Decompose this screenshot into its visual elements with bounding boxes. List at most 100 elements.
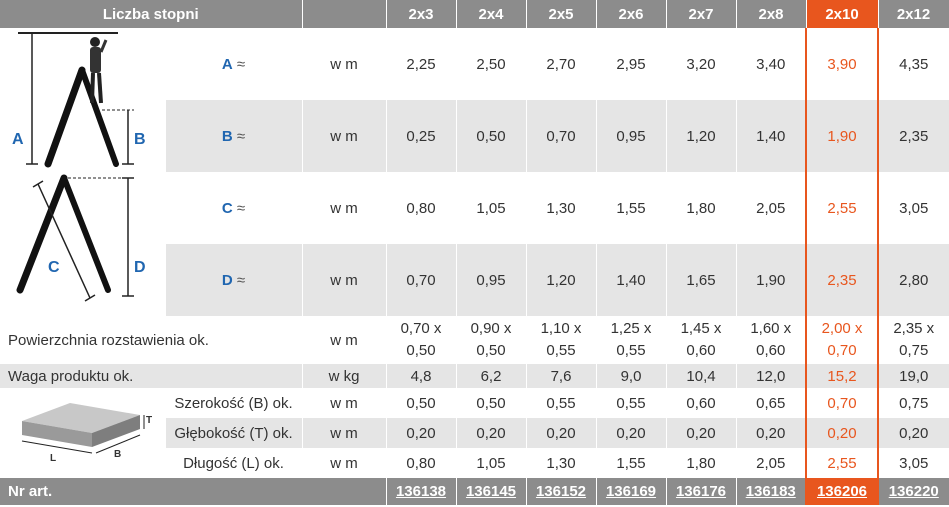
size-header: 2x6: [596, 0, 667, 28]
label-l: L: [50, 453, 56, 464]
article-link[interactable]: 136169: [605, 483, 657, 500]
value-cell: 9,0: [596, 364, 667, 388]
value-cell: 2,70: [526, 28, 597, 100]
area-cell: 0,70 x 0,50: [386, 316, 457, 364]
article-link[interactable]: 136206: [816, 483, 868, 500]
value-cell: 0,20: [596, 418, 667, 448]
package-label: Szerokość (B) ok.: [165, 388, 303, 418]
value-cell: 4,8: [386, 364, 457, 388]
value-cell: 2,35: [878, 100, 949, 172]
value-cell-highlighted: 2,35: [805, 244, 879, 316]
value-cell: 12,0: [736, 364, 807, 388]
unit-cell: w m: [302, 388, 387, 418]
unit-cell: w m: [302, 244, 387, 316]
value-cell: 0,20: [456, 418, 527, 448]
article-link[interactable]: 136145: [465, 483, 517, 500]
value-cell: 3,05: [878, 448, 949, 478]
value-cell: 3,20: [666, 28, 737, 100]
area-cell: 1,45 x 0,60: [666, 316, 737, 364]
package-depth-row: Głębokość (T) ok. w m 0,20 0,20 0,20 0,2…: [0, 418, 949, 448]
article-link[interactable]: 136176: [675, 483, 727, 500]
value-cell: 6,2: [456, 364, 527, 388]
package-length-row: Długość (L) ok. w m 0,80 1,05 1,30 1,55 …: [0, 448, 949, 478]
size-header: 2x7: [666, 0, 737, 28]
article-label: Nr art.: [0, 478, 387, 505]
steps-header: Liczba stopni: [0, 0, 303, 28]
ladder-diagram: A B C D: [0, 28, 166, 316]
article-cell: 136176: [666, 478, 737, 505]
value-cell: 0,55: [596, 388, 667, 418]
article-cell: 136220: [878, 478, 949, 505]
package-label: Głębokość (T) ok.: [165, 418, 303, 448]
value-cell: 4,35: [878, 28, 949, 100]
value-cell: 1,90: [736, 244, 807, 316]
value-cell: 2,05: [736, 448, 807, 478]
area-cell-highlighted: 2,00 x 0,70: [805, 316, 879, 364]
value-cell: 19,0: [878, 364, 949, 388]
article-cell: 136183: [736, 478, 807, 505]
value-cell: 0,20: [736, 418, 807, 448]
value-cell-highlighted: 0,70: [805, 388, 879, 418]
label-a: A: [12, 131, 24, 148]
label-b: B: [134, 131, 146, 148]
size-header: 2x12: [878, 0, 949, 28]
package-label: Długość (L) ok.: [165, 448, 303, 478]
value-cell: 1,40: [736, 100, 807, 172]
size-header: 2x5: [526, 0, 597, 28]
value-cell: 0,80: [386, 172, 457, 244]
value-cell: 2,50: [456, 28, 527, 100]
value-cell-highlighted: 15,2: [805, 364, 879, 388]
value-cell: 0,70: [386, 244, 457, 316]
value-cell: 1,30: [526, 448, 597, 478]
article-cell-highlighted: 136206: [805, 478, 879, 505]
dim-label-a: A ≈: [165, 28, 303, 100]
dim-row-a: A B C D A ≈ w m 2,25: [0, 28, 949, 316]
value-cell-highlighted: 2,55: [805, 448, 879, 478]
unit-cell: w m: [302, 100, 387, 172]
value-cell: 2,95: [596, 28, 667, 100]
value-cell: 0,20: [666, 418, 737, 448]
value-cell: 0,20: [878, 418, 949, 448]
area-cell: 1,60 x 0,60: [736, 316, 807, 364]
unit-cell: w m: [302, 172, 387, 244]
area-cell: 2,35 x 0,75: [878, 316, 949, 364]
value-cell: 1,40: [596, 244, 667, 316]
label-d: D: [134, 259, 146, 276]
article-link[interactable]: 136138: [395, 483, 447, 500]
value-cell: 0,80: [386, 448, 457, 478]
value-cell: 3,05: [878, 172, 949, 244]
article-link[interactable]: 136220: [888, 483, 939, 500]
unit-cell: w m: [302, 28, 387, 100]
article-link[interactable]: 136152: [535, 483, 587, 500]
size-header: 2x4: [456, 0, 527, 28]
value-cell: 0,95: [456, 244, 527, 316]
package-diagram: T L B: [0, 388, 166, 478]
unit-cell: w m: [302, 418, 387, 448]
value-cell: 0,50: [386, 388, 457, 418]
value-cell-highlighted: 1,90: [805, 100, 879, 172]
value-cell: 0,60: [666, 388, 737, 418]
value-cell: 0,55: [526, 388, 597, 418]
value-cell: 1,05: [456, 172, 527, 244]
value-cell: 1,20: [526, 244, 597, 316]
value-cell-highlighted: 0,20: [805, 418, 879, 448]
value-cell: 2,80: [878, 244, 949, 316]
weight-row: Waga produktu ok. w kg 4,8 6,2 7,6 9,0 1…: [0, 364, 949, 388]
value-cell: 1,80: [666, 448, 737, 478]
label-t: T: [146, 415, 152, 426]
value-cell: 0,20: [386, 418, 457, 448]
unit-cell: w m: [302, 448, 387, 478]
unit-cell: w m: [302, 316, 387, 364]
article-link[interactable]: 136183: [745, 483, 796, 500]
value-cell: 1,30: [526, 172, 597, 244]
area-cell: 1,10 x 0,55: [526, 316, 597, 364]
value-cell: 1,65: [666, 244, 737, 316]
dim-label-d: D ≈: [165, 244, 303, 316]
value-cell: 0,20: [526, 418, 597, 448]
value-cell: 10,4: [666, 364, 737, 388]
value-cell: 0,75: [878, 388, 949, 418]
article-cell: 136138: [386, 478, 457, 505]
value-cell: 0,50: [456, 100, 527, 172]
area-row: Powierzchnia rozstawienia ok. w m 0,70 x…: [0, 316, 949, 364]
